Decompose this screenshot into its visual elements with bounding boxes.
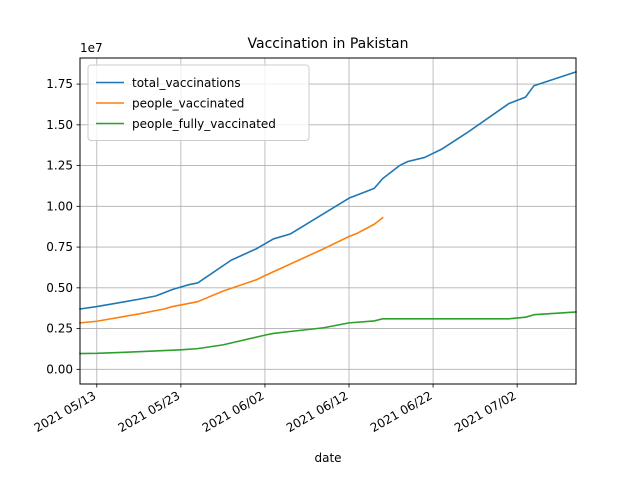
y-tick-label: 0.75 [46,240,73,254]
y-tick-label: 1.00 [46,199,73,213]
legend-label: people_vaccinated [132,97,244,111]
legend-box [87,64,310,141]
series-line-total-vaccinations [79,70,578,310]
series-line-people-fully-vaccinated [79,311,577,355]
plot-frame [79,57,577,385]
x-axis-label: date [314,451,341,465]
legend-label: total_vaccinations [132,76,241,90]
y-tick-label: 1.75 [46,77,73,91]
y-tick-label: 1.25 [46,159,73,173]
y-tick-label: 1.50 [46,118,73,132]
chart-title: Vaccination in Pakistan [248,36,409,52]
series-line-people-vaccinated [79,216,384,324]
legend-label: people_fully_vaccinated [132,117,276,131]
y-axis-offset-label: 1e7 [80,41,103,55]
y-tick-label: 0.25 [46,322,73,336]
series-lines [79,70,578,355]
y-tick-label: 0.50 [46,281,73,295]
legend: total_vaccinations people_vaccinatedpeopl… [87,64,310,141]
y-tick-label: 0.00 [46,362,73,376]
